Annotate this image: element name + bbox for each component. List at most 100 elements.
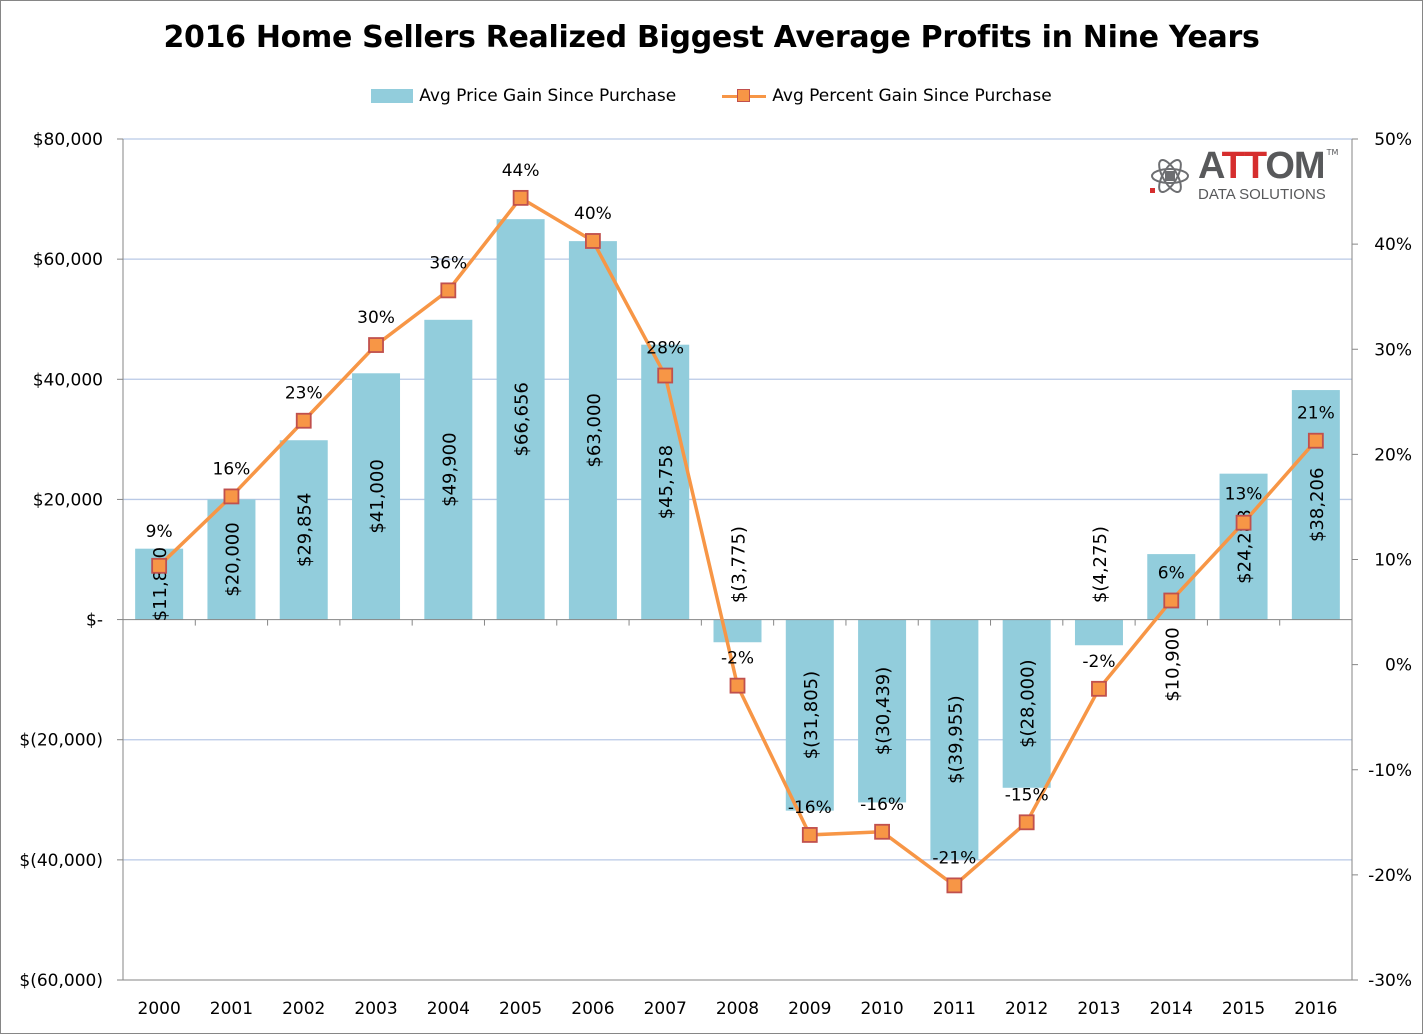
bar-data-label: $49,900 [439,432,460,506]
line-data-label: 36% [429,253,467,273]
line-data-label: -15% [1005,785,1049,805]
atom-icon [1150,159,1189,193]
line-data-label: 16% [213,459,251,479]
bar-data-label: $(39,955) [945,695,966,783]
line-marker [946,877,963,894]
bar [713,619,762,643]
line-data-label: 40% [574,204,612,224]
bar-data-label: $(28,000) [1018,659,1039,747]
x-tick-label: 2013 [1077,999,1120,1019]
x-tick-label: 2006 [571,999,614,1019]
x-tick-label: 2014 [1150,999,1193,1019]
x-tick-label: 2008 [716,999,759,1019]
line-data-label: -21% [932,848,976,868]
line-data-label: 44% [502,161,540,181]
bar-data-label: $41,000 [367,459,388,533]
bar [1074,619,1123,646]
line-marker [151,557,168,574]
line-marker [512,189,529,206]
logo-wordmark: ATTOM [1198,145,1326,187]
bar [568,241,617,620]
line-marker [585,233,601,249]
line-data-label: 13% [1225,484,1263,504]
bar [352,373,401,620]
logo-subtitle: DATA SOLUTIONS [1198,186,1326,203]
legend-label: Avg Price Gain Since Purchase [419,86,677,106]
bar [1147,554,1196,620]
y-left-tick-label: $(40,000) [19,851,103,871]
line-data-label: -2% [721,649,754,669]
y-right-tick-label: 50% [1374,130,1412,150]
bar-data-label: $(4,275) [1090,526,1111,603]
line-marker [801,827,818,843]
bar [496,219,545,620]
bar [279,440,328,620]
line-marker [1163,592,1180,609]
bar [424,319,473,620]
bar [641,344,690,620]
line-marker [440,282,457,299]
x-tick-label: 2005 [499,999,542,1019]
x-tick-label: 2011 [933,999,976,1019]
line-marker [368,337,384,353]
line-marker [1091,680,1107,697]
line-marker [874,823,890,840]
line-marker [1307,432,1324,449]
bar-data-label: $20,000 [222,522,243,596]
line-data-label: 28% [646,339,684,359]
bar [1291,390,1340,620]
line-data-label: -16% [860,795,904,815]
bar-data-label: $(30,439) [873,667,894,755]
x-tick-label: 2001 [210,999,253,1019]
y-right-tick-label: 40% [1374,235,1412,255]
bar [1219,473,1268,620]
x-tick-label: 2015 [1222,999,1265,1019]
bar [1002,619,1051,788]
y-left-tick-label: $- [86,611,103,631]
legend-label: Avg Percent Gain Since Purchase [772,86,1052,106]
bar-data-label: $63,000 [584,393,605,467]
y-left-tick-label: $20,000 [33,490,103,510]
line-data-label: 6% [1158,563,1185,583]
x-tick-label: 2004 [427,999,470,1019]
legend: Avg Price Gain Since Purchase Avg Percen… [0,86,1423,106]
x-tick-label: 2002 [282,999,325,1019]
line-data-label: 30% [357,308,395,328]
y-left-tick-label: $80,000 [33,130,103,150]
logo-wordmark-row: ATTOM TM [1198,146,1338,186]
bar-data-label: $10,900 [1162,627,1183,701]
y-right-tick-label: 10% [1374,551,1412,571]
y-left-tick-label: $40,000 [33,370,103,390]
bar [858,619,907,803]
logo-trademark: TM [1326,148,1339,157]
y-left-tick-label: $(20,000) [19,731,103,751]
bar [930,619,979,860]
bar-data-label: $38,206 [1307,468,1328,542]
y-right-tick-label: -30% [1368,971,1412,991]
line-data-label: -16% [788,798,832,818]
bar-data-label: $66,656 [512,382,533,456]
attom-logo: ATTOM TM DATA SOLUTIONS [1148,146,1348,206]
y-left-tick-label: $(60,000) [19,971,103,991]
y-right-tick-label: -20% [1368,866,1412,886]
x-tick-label: 2007 [644,999,687,1019]
bar [785,619,834,811]
line-marker [223,488,240,505]
x-tick-label: 2016 [1294,999,1337,1019]
y-right-tick-label: 30% [1374,340,1412,360]
x-tick-label: 2003 [354,999,397,1019]
line-marker [657,367,674,384]
bar-data-label: $29,854 [295,493,316,567]
legend-item-percent-gain: Avg Percent Gain Since Purchase [722,86,1052,106]
y-left-tick-label: $60,000 [33,250,103,270]
y-right-tick-label: 20% [1374,445,1412,465]
bar [207,499,256,620]
x-tick-label: 2000 [138,999,181,1019]
line-marker [729,677,746,694]
bar-data-label: $45,758 [656,445,677,519]
line-marker [295,412,312,429]
line-data-label: 23% [285,384,323,404]
legend-swatch-line [722,89,767,103]
line-marker [1018,814,1035,831]
